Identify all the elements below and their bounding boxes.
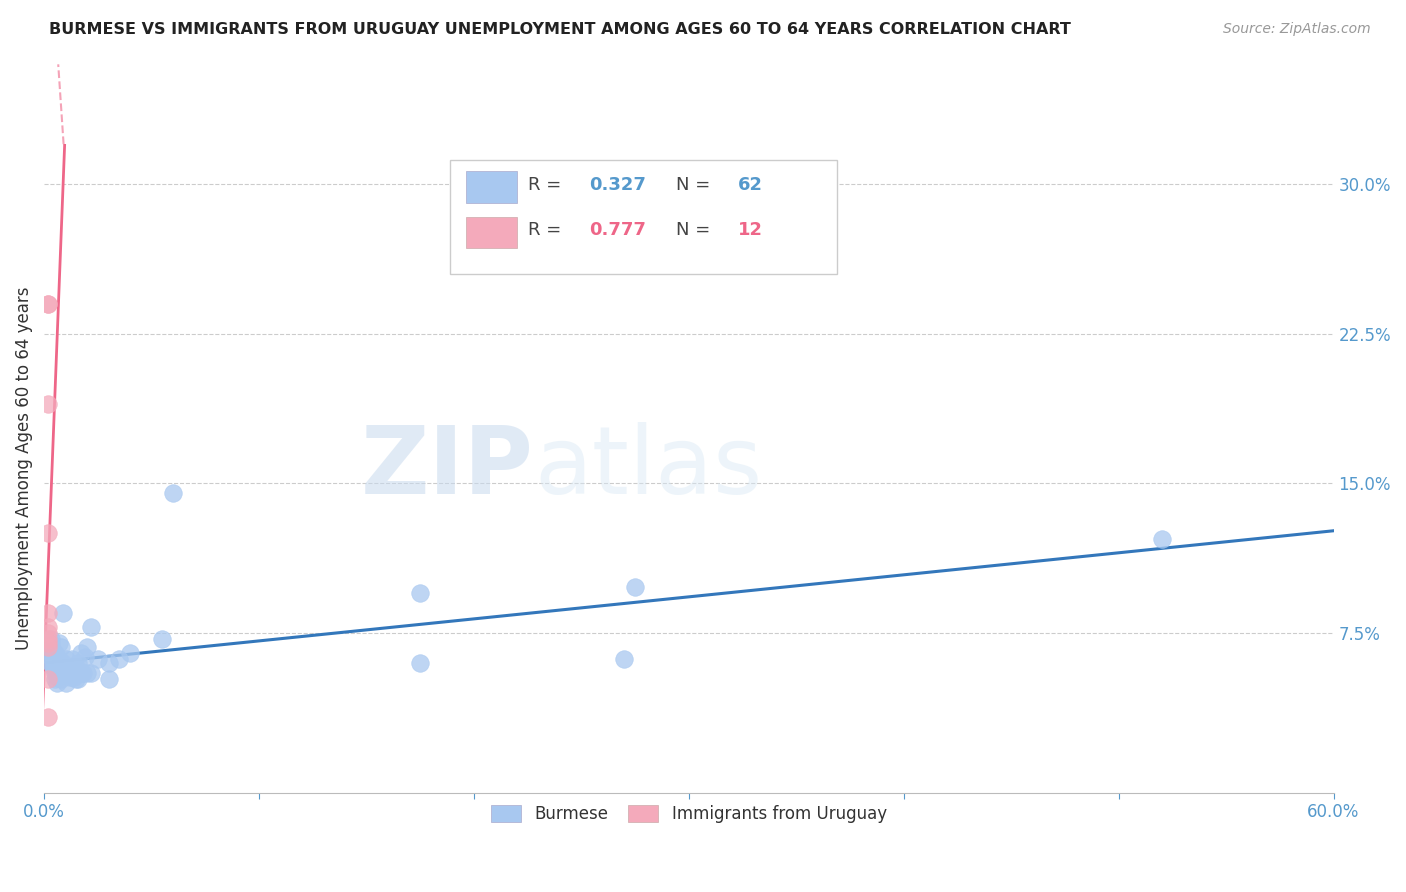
- Point: [37, 710, 59, 724]
- Point: [76, 640, 98, 654]
- Point: [409, 656, 432, 670]
- Point: [69, 646, 91, 660]
- Point: [37, 620, 59, 634]
- Legend: Burmese, Immigrants from Uruguay: Burmese, Immigrants from Uruguay: [484, 798, 893, 830]
- Point: [44, 650, 66, 665]
- Point: [41, 660, 63, 674]
- Point: [52, 656, 75, 670]
- Point: [52, 606, 75, 620]
- Point: [63, 670, 86, 684]
- Point: [67, 656, 90, 670]
- Point: [44, 660, 66, 674]
- Point: [48, 660, 70, 674]
- Point: [409, 586, 432, 600]
- Point: [69, 665, 91, 680]
- FancyBboxPatch shape: [465, 171, 517, 202]
- Point: [46, 662, 69, 676]
- Point: [55, 665, 77, 680]
- Point: [76, 665, 98, 680]
- Point: [37, 672, 59, 686]
- Point: [97, 672, 120, 686]
- Text: N =: N =: [676, 176, 716, 194]
- Point: [72, 665, 94, 680]
- Point: [37, 297, 59, 311]
- Point: [73, 650, 96, 665]
- Text: 0.327: 0.327: [589, 176, 647, 194]
- Point: [59, 660, 82, 674]
- Text: ZIP: ZIP: [361, 423, 534, 515]
- Point: [37, 606, 59, 620]
- Point: [624, 580, 647, 594]
- Point: [60, 652, 83, 666]
- Point: [97, 656, 120, 670]
- Text: N =: N =: [676, 221, 716, 239]
- Point: [44, 646, 66, 660]
- Point: [51, 672, 73, 686]
- Point: [39, 636, 62, 650]
- Point: [37, 632, 59, 646]
- Point: [150, 632, 173, 646]
- Point: [37, 636, 59, 650]
- Point: [1150, 533, 1173, 547]
- Point: [39, 656, 62, 670]
- Point: [48, 636, 70, 650]
- Point: [37, 396, 59, 410]
- FancyBboxPatch shape: [450, 161, 837, 274]
- Point: [51, 640, 73, 654]
- Point: [48, 665, 70, 680]
- Text: atlas: atlas: [534, 423, 762, 515]
- Y-axis label: Unemployment Among Ages 60 to 64 years: Unemployment Among Ages 60 to 64 years: [15, 286, 32, 650]
- Point: [162, 486, 184, 500]
- Point: [39, 650, 62, 665]
- Point: [41, 650, 63, 665]
- Point: [60, 665, 83, 680]
- Text: R =: R =: [527, 221, 567, 239]
- Point: [41, 644, 63, 658]
- Point: [65, 672, 87, 686]
- Point: [63, 660, 86, 674]
- Point: [41, 656, 63, 670]
- Point: [44, 672, 66, 686]
- Point: [55, 660, 77, 674]
- Text: Source: ZipAtlas.com: Source: ZipAtlas.com: [1223, 22, 1371, 37]
- Text: 12: 12: [738, 221, 763, 239]
- Point: [80, 620, 103, 634]
- Point: [46, 670, 69, 684]
- Point: [37, 526, 59, 541]
- Point: [108, 652, 131, 666]
- Point: [37, 297, 59, 311]
- Text: 0.777: 0.777: [589, 221, 647, 239]
- Point: [59, 670, 82, 684]
- Point: [80, 665, 103, 680]
- Point: [65, 660, 87, 674]
- Point: [37, 626, 59, 640]
- Text: R =: R =: [527, 176, 567, 194]
- Text: 62: 62: [738, 176, 763, 194]
- Point: [39, 640, 62, 654]
- Point: [67, 672, 90, 686]
- Point: [44, 665, 66, 680]
- Point: [87, 652, 110, 666]
- Point: [48, 652, 70, 666]
- Point: [39, 646, 62, 660]
- Point: [51, 660, 73, 674]
- Point: [613, 652, 636, 666]
- Point: [55, 676, 77, 690]
- Text: BURMESE VS IMMIGRANTS FROM URUGUAY UNEMPLOYMENT AMONG AGES 60 TO 64 YEARS CORREL: BURMESE VS IMMIGRANTS FROM URUGUAY UNEMP…: [49, 22, 1071, 37]
- Point: [44, 656, 66, 670]
- Point: [46, 676, 69, 690]
- Point: [120, 646, 142, 660]
- Point: [55, 652, 77, 666]
- FancyBboxPatch shape: [465, 217, 517, 248]
- Point: [39, 632, 62, 646]
- Point: [37, 640, 59, 654]
